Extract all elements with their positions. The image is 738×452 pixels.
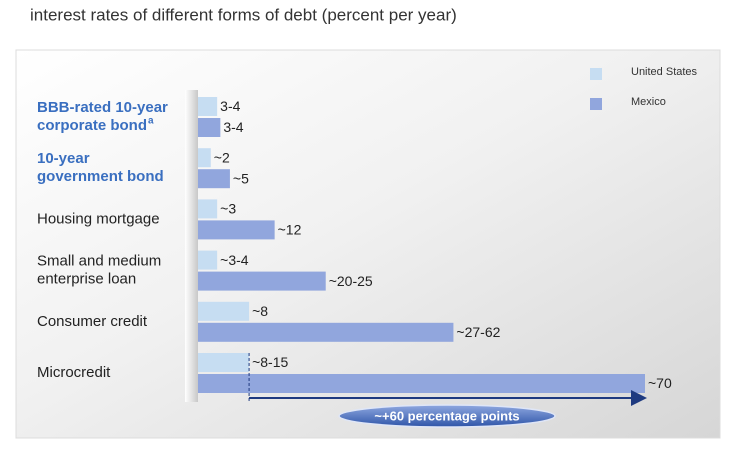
category-label: Housing mortgage	[37, 210, 160, 227]
bar	[198, 250, 218, 270]
bar	[198, 271, 326, 291]
footnote-mark: a	[148, 116, 154, 127]
annotation-label: ~+60 percentage points	[374, 408, 519, 423]
bar	[198, 97, 218, 116]
value-label: ~5	[233, 170, 249, 186]
axis-band	[185, 90, 198, 402]
value-label: ~8-15	[252, 354, 288, 370]
bar	[198, 220, 275, 240]
category-label: BBB-rated 10-year	[37, 99, 168, 116]
value-label: ~3	[220, 201, 236, 217]
value-label: ~3-4	[220, 252, 249, 268]
value-label: ~70	[648, 375, 672, 391]
category-label: enterprise loan	[37, 271, 136, 288]
category-label: Consumer credit	[37, 313, 148, 330]
category-label: 10-year	[37, 150, 90, 167]
value-label: 3-4	[223, 119, 243, 135]
legend-swatch	[590, 68, 602, 80]
annotation-pill	[338, 404, 556, 428]
legend-label: United States	[631, 66, 698, 78]
value-label: ~27-62	[456, 324, 500, 340]
panel	[15, 49, 721, 439]
legend-swatch	[590, 98, 602, 110]
bar	[198, 148, 211, 168]
bar	[198, 199, 218, 219]
bar	[198, 353, 250, 372]
value-label: ~20-25	[329, 273, 373, 289]
bar	[198, 118, 221, 137]
category-label: government bond	[37, 168, 164, 185]
value-label: ~12	[278, 222, 302, 238]
value-label: 3-4	[220, 98, 240, 114]
bar	[198, 301, 250, 321]
chart-title: interest rates of different forms of deb…	[30, 5, 457, 24]
bar	[198, 169, 230, 189]
legend-label: Mexico	[631, 96, 666, 108]
value-label: ~8	[252, 303, 268, 319]
bar	[198, 374, 645, 393]
category-label: corporate bond	[37, 117, 147, 134]
category-label: Microcredit	[37, 364, 111, 381]
value-label: ~2	[214, 149, 230, 165]
category-label: Small and medium	[37, 253, 161, 270]
bar	[198, 322, 454, 342]
